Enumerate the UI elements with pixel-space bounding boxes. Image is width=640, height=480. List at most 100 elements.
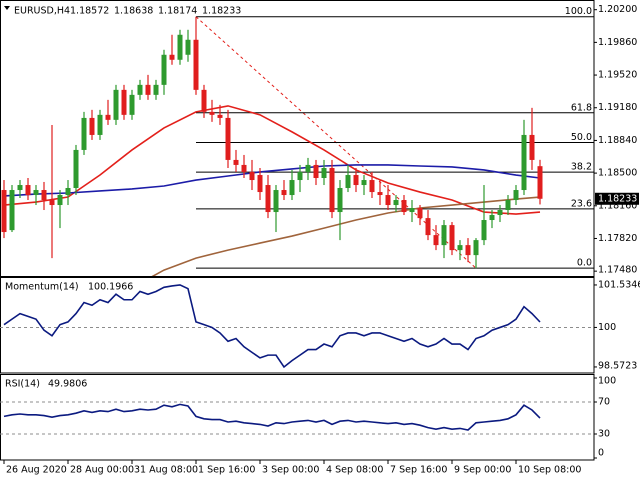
candle-body [369, 180, 375, 193]
candle-body [433, 235, 439, 246]
y-tick-label: 1.20200 [598, 4, 637, 15]
y-tick-label: 1.19180 [598, 102, 637, 113]
candle-body [329, 168, 335, 213]
candle-body [449, 225, 455, 251]
header-close: 1.18233 [202, 6, 241, 17]
y-tick-label: 1.17480 [598, 265, 637, 276]
candle-body [81, 117, 87, 150]
candle-body [529, 134, 535, 160]
fibo-level-label: 0.0 [577, 258, 592, 269]
y-tick-label: 1.19520 [598, 70, 637, 81]
candle-body [353, 175, 359, 186]
fibo-level-label: 100.0 [565, 6, 592, 17]
candle-body [505, 200, 511, 211]
y-tick-label: 100 [598, 322, 616, 333]
indicator-line [3, 284, 541, 369]
candle-body [193, 39, 199, 90]
candle-body [457, 245, 463, 251]
indicator-title: Momentum(14) [5, 282, 79, 293]
momentum-panel-frame [0, 277, 595, 374]
candle-body [217, 114, 223, 118]
indicator-line [3, 403, 541, 431]
candle-body [465, 245, 471, 256]
y-tick-label: 30 [598, 429, 610, 440]
candle-body [209, 111, 215, 115]
candle-body [257, 175, 263, 193]
chart-title: EURUSD,H4 [14, 6, 70, 17]
candle-body [241, 164, 247, 172]
indicator-title: RSI(14) [5, 379, 40, 390]
candle-body [73, 149, 79, 189]
candle-body [249, 171, 255, 181]
y-tick-label: 0 [598, 448, 604, 459]
plot-area [0, 401, 594, 435]
candle-body [145, 84, 151, 95]
candle-body [409, 207, 415, 213]
candle-body [441, 225, 447, 246]
rsi-panel-frame [0, 374, 595, 461]
candle-body [225, 117, 231, 160]
y-tick-label: 98.5723 [598, 361, 637, 372]
candle-body [97, 114, 103, 135]
candle-body [393, 200, 399, 206]
y-tick-label: 70 [598, 397, 610, 408]
candle-body [265, 185, 271, 213]
x-tick-label: 9 Sep 00:00 [454, 465, 511, 476]
candle-body [201, 89, 207, 112]
candle-body [49, 200, 55, 206]
fibo-level-label: 61.8 [571, 102, 592, 113]
y-tick-label: 100 [598, 376, 616, 387]
candle-body [65, 188, 71, 196]
candle-body [121, 89, 127, 115]
candle-body [337, 188, 343, 213]
x-tick-label: 3 Sep 00:00 [262, 465, 319, 476]
y-tick-label: 1.18500 [598, 168, 637, 179]
header-low: 1.18174 [158, 6, 197, 17]
candle-body [33, 190, 39, 196]
candle-body [513, 190, 519, 201]
candle-body [1, 190, 7, 233]
y-tick-label: 101.5346 [598, 279, 640, 290]
header-open: 1.18572 [70, 6, 109, 17]
candle-body [89, 117, 95, 135]
candle-body [25, 185, 31, 196]
candle-body [489, 215, 495, 221]
y-tick-label: 1.17820 [598, 233, 637, 244]
candle-body [321, 168, 327, 179]
header-high: 1.18638 [114, 6, 153, 17]
y-tick-label: 1.18840 [598, 135, 637, 146]
candle-body [161, 54, 167, 85]
last-price-box [595, 192, 639, 205]
candle-body [313, 164, 319, 179]
y-tick-label: 1.19860 [598, 37, 637, 48]
candle-body [305, 164, 311, 172]
candle-body [273, 190, 279, 213]
x-tick-label: 1 Sep 16:00 [198, 465, 255, 476]
candle-body [137, 84, 143, 95]
x-tick-label: 31 Aug 08:00 [134, 465, 198, 476]
candle-body [385, 195, 391, 206]
indicator-line [3, 105, 541, 215]
plot-area [1, 16, 594, 276]
candle-body [425, 218, 431, 236]
y-tick-label: 1.18160 [598, 200, 637, 211]
candle-body [473, 240, 479, 256]
x-tick-label: 7 Sep 16:00 [390, 465, 447, 476]
indicator-line [3, 164, 541, 197]
plot-area [0, 284, 594, 369]
indicator-value: 49.9806 [48, 379, 87, 390]
candle-body [57, 195, 63, 206]
candle-body [481, 220, 487, 241]
candle-body [537, 166, 543, 199]
candle-body [401, 200, 407, 213]
x-tick-label: 10 Sep 08:00 [518, 465, 581, 476]
menu-arrow[interactable] [4, 6, 10, 10]
candle-body [177, 34, 183, 60]
fibo-level-label: 23.6 [571, 198, 592, 209]
candle-body [233, 159, 239, 165]
indicator-value: 100.1966 [88, 282, 133, 293]
candle-body [377, 192, 383, 196]
candle-body [129, 94, 135, 115]
